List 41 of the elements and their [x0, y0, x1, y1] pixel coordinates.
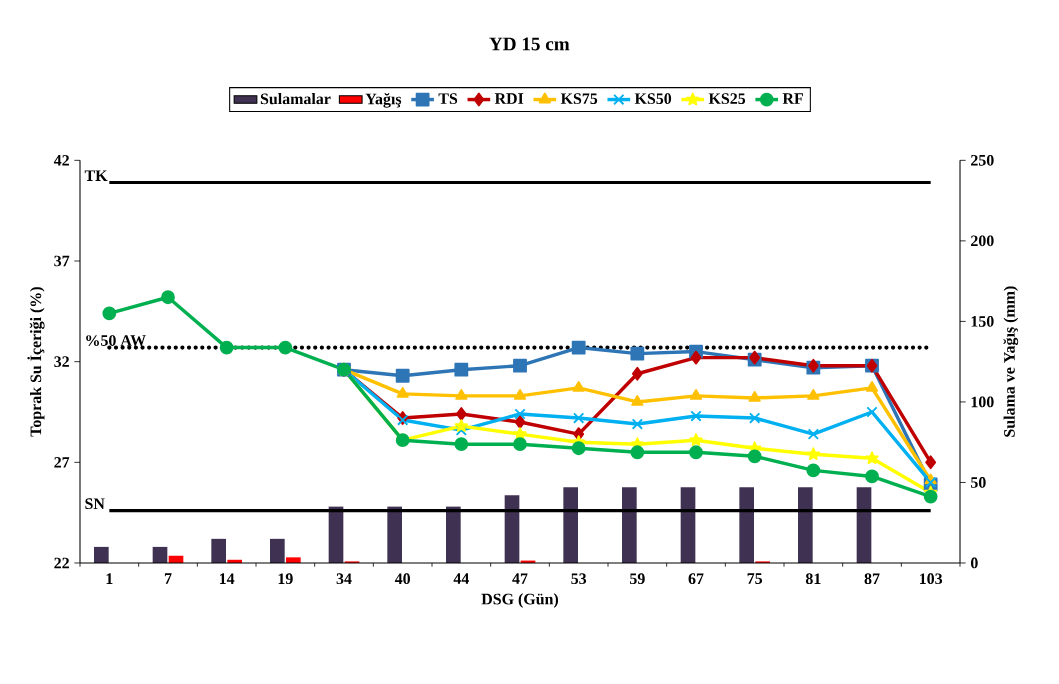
legend-label: KS75: [560, 93, 598, 104]
ref-line-label: TK: [84, 170, 108, 181]
x-tick-label: 59: [630, 573, 645, 585]
x-tick-label: 40: [394, 573, 411, 585]
x-tick-label: 53: [571, 573, 587, 585]
y2-tick-label: 100: [971, 396, 994, 408]
x-tick-label: 47: [512, 573, 528, 584]
x-tick-label: 75: [747, 573, 763, 584]
ref-line-label: SN: [85, 498, 105, 510]
y-axis-title: Toprak Su İçeriği (%): [27, 287, 45, 437]
x-tick-label: 87: [864, 573, 880, 585]
y2-axis-title: Sulama ve Yağış (mm): [1003, 286, 1019, 437]
y2-tick-label: 250: [971, 154, 994, 166]
legend-label: RDI: [494, 93, 524, 104]
legend-label: Yağış: [365, 92, 402, 108]
y2-tick-label: 0: [970, 557, 978, 569]
x-tick-label: 67: [688, 573, 704, 585]
y-tick-label: 42: [53, 155, 69, 166]
y2-tick-label: 50: [971, 477, 986, 488]
y-tick-label: 27: [54, 457, 70, 468]
x-tick-label: 103: [919, 573, 943, 585]
ref-line-label: %50 AW: [86, 335, 146, 346]
legend-label: RF: [782, 93, 803, 104]
x-tick-label: 7: [164, 573, 172, 584]
x-tick-label: 81: [805, 573, 821, 585]
y2-tick-label: 200: [971, 235, 994, 247]
chart-title: YD 15 cm: [489, 37, 570, 51]
y2-tick-label: 150: [971, 316, 994, 327]
y-tick-label: 37: [54, 255, 70, 267]
legend-label: KS25: [708, 93, 746, 104]
x-tick-label: 14: [219, 573, 235, 584]
x-tick-label: 1: [106, 573, 113, 584]
x-axis-title: DSG (Gün): [481, 593, 559, 608]
legend-label: KS50: [634, 93, 672, 104]
x-tick-label: 44: [453, 573, 469, 584]
legend-label: TS: [438, 93, 458, 104]
x-tick-label: 34: [336, 573, 352, 585]
x-tick-label: 19: [278, 573, 293, 585]
y-tick-label: 22: [54, 557, 69, 569]
y-tick-label: 32: [54, 356, 69, 368]
legend-label: Sulamalar: [260, 93, 331, 105]
